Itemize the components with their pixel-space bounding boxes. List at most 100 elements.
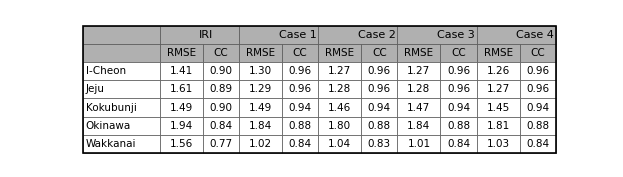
Text: 0.94: 0.94 xyxy=(288,102,312,113)
Bar xyxy=(82,80,159,98)
Bar xyxy=(239,135,282,153)
Text: Case 1: Case 1 xyxy=(278,30,316,40)
Text: 1.27: 1.27 xyxy=(407,66,430,76)
Bar xyxy=(282,135,318,153)
Text: 0.96: 0.96 xyxy=(288,66,312,76)
Bar xyxy=(159,80,202,98)
Text: CC: CC xyxy=(451,48,466,58)
Text: Case 4: Case 4 xyxy=(516,30,554,40)
Bar xyxy=(318,62,361,80)
Bar xyxy=(282,98,318,117)
Bar xyxy=(159,98,202,117)
Bar xyxy=(520,135,556,153)
Text: 1.49: 1.49 xyxy=(249,102,272,113)
Text: RMSE: RMSE xyxy=(246,48,275,58)
Bar xyxy=(318,44,361,62)
Bar xyxy=(202,80,239,98)
Bar xyxy=(440,135,477,153)
Text: 0.96: 0.96 xyxy=(526,66,549,76)
Text: CC: CC xyxy=(213,48,228,58)
Bar xyxy=(397,98,440,117)
Bar xyxy=(159,62,202,80)
Bar xyxy=(477,80,520,98)
Text: 0.89: 0.89 xyxy=(209,84,232,94)
Bar xyxy=(282,117,318,135)
Text: I-Cheon: I-Cheon xyxy=(85,66,126,76)
Text: RMSE: RMSE xyxy=(483,48,513,58)
Text: 1.56: 1.56 xyxy=(169,139,193,149)
Bar xyxy=(82,98,159,117)
Text: 1.29: 1.29 xyxy=(249,84,272,94)
Bar xyxy=(361,80,397,98)
Text: 1.80: 1.80 xyxy=(328,121,351,131)
Bar xyxy=(361,62,397,80)
Bar xyxy=(477,26,556,44)
Bar xyxy=(159,135,202,153)
Text: 1.03: 1.03 xyxy=(487,139,510,149)
Bar xyxy=(440,98,477,117)
Bar xyxy=(397,26,477,44)
Bar xyxy=(318,26,397,44)
Bar xyxy=(440,44,477,62)
Text: Case 2: Case 2 xyxy=(358,30,396,40)
Text: 1.04: 1.04 xyxy=(328,139,351,149)
Text: 1.46: 1.46 xyxy=(328,102,351,113)
Text: 1.02: 1.02 xyxy=(249,139,272,149)
Text: RMSE: RMSE xyxy=(325,48,354,58)
Text: 0.96: 0.96 xyxy=(288,84,312,94)
Text: Kokubunji: Kokubunji xyxy=(85,102,136,113)
Text: Case 3: Case 3 xyxy=(437,30,475,40)
Text: 1.49: 1.49 xyxy=(169,102,193,113)
Bar xyxy=(477,135,520,153)
Bar xyxy=(82,117,159,135)
Bar xyxy=(239,117,282,135)
Bar xyxy=(202,135,239,153)
Bar xyxy=(397,117,440,135)
Bar xyxy=(239,80,282,98)
Text: 0.96: 0.96 xyxy=(447,66,470,76)
Bar xyxy=(318,98,361,117)
Text: 1.27: 1.27 xyxy=(328,66,351,76)
Text: 0.88: 0.88 xyxy=(368,121,391,131)
Text: 0.83: 0.83 xyxy=(368,139,391,149)
Bar xyxy=(239,44,282,62)
Text: 0.94: 0.94 xyxy=(368,102,391,113)
Bar xyxy=(520,98,556,117)
Text: 0.96: 0.96 xyxy=(526,84,549,94)
Bar xyxy=(397,135,440,153)
Text: 0.77: 0.77 xyxy=(209,139,232,149)
Bar xyxy=(159,44,202,62)
Bar xyxy=(318,135,361,153)
Bar xyxy=(440,80,477,98)
Bar xyxy=(361,117,397,135)
Bar xyxy=(82,62,159,80)
Text: 0.90: 0.90 xyxy=(209,66,232,76)
Text: CC: CC xyxy=(293,48,307,58)
Text: 0.84: 0.84 xyxy=(526,139,549,149)
Bar xyxy=(520,44,556,62)
Text: Wakkanai: Wakkanai xyxy=(85,139,136,149)
Bar xyxy=(282,62,318,80)
Text: Okinawa: Okinawa xyxy=(85,121,131,131)
Text: RMSE: RMSE xyxy=(404,48,434,58)
Text: 0.94: 0.94 xyxy=(526,102,549,113)
Text: 1.26: 1.26 xyxy=(487,66,510,76)
Bar xyxy=(82,26,159,44)
Text: Jeju: Jeju xyxy=(85,84,105,94)
Bar xyxy=(82,44,159,62)
Text: 0.96: 0.96 xyxy=(447,84,470,94)
Bar xyxy=(202,44,239,62)
Bar xyxy=(477,117,520,135)
Bar xyxy=(397,44,440,62)
Bar xyxy=(397,80,440,98)
Bar xyxy=(282,44,318,62)
Text: 1.81: 1.81 xyxy=(487,121,510,131)
Text: 1.28: 1.28 xyxy=(407,84,430,94)
Text: CC: CC xyxy=(530,48,545,58)
Bar xyxy=(239,26,318,44)
Text: 1.84: 1.84 xyxy=(249,121,272,131)
Text: IRI: IRI xyxy=(199,30,214,40)
Bar xyxy=(202,62,239,80)
Text: CC: CC xyxy=(372,48,387,58)
Bar xyxy=(440,62,477,80)
